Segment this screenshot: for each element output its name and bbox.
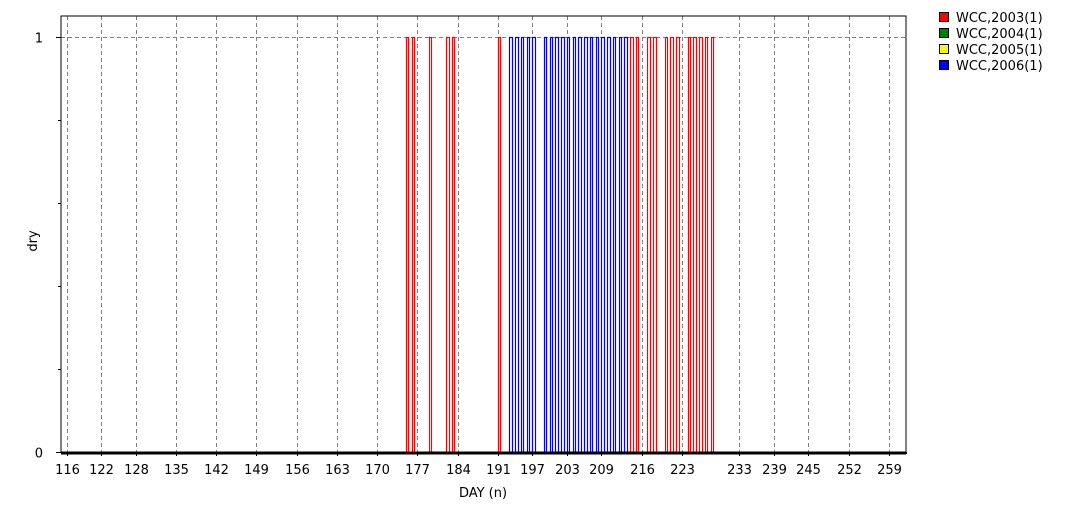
x-tick-label: 163: [325, 463, 350, 478]
legend-label: WCC,2005(1): [956, 43, 1043, 58]
plot-area: [61, 16, 906, 452]
series-layer: [61, 36, 906, 455]
x-tick-label: 177: [405, 463, 430, 478]
series-3-dry-pulse: [549, 36, 554, 453]
x-tick-label: 245: [796, 463, 821, 478]
x-tick-label: 184: [446, 463, 471, 478]
x-tick-label: 128: [124, 463, 149, 478]
x-tick-label: 149: [244, 463, 269, 478]
series-0-dry-pulse: [692, 36, 698, 453]
grid-lines: [61, 16, 906, 452]
x-tick-label: 122: [89, 463, 114, 478]
series-3-dry-pulse: [543, 36, 548, 453]
series-0-dry-pulse: [445, 36, 451, 453]
legend-label: WCC,2004(1): [956, 27, 1043, 42]
x-tick-label: 259: [877, 463, 902, 478]
series-3-dry-pulse: [595, 36, 600, 453]
legend-swatch: [939, 28, 949, 38]
series-0-dry-pulse: [646, 36, 652, 453]
series-3-dry-pulse: [554, 36, 560, 453]
x-tick-label: 135: [164, 463, 189, 478]
series-3-dry-pulse: [600, 36, 606, 453]
x-tick-label: 203: [555, 463, 580, 478]
x-tick-label: 252: [837, 463, 862, 478]
x-tick-label: 197: [520, 463, 545, 478]
series-0-dry-pulse: [687, 36, 692, 453]
series-3-dry-pulse: [566, 36, 571, 453]
x-tick-label: 216: [630, 463, 655, 478]
legend-label: WCC,2006(1): [956, 59, 1043, 74]
series-0-dry-pulse: [428, 36, 433, 453]
y-axis-title: dry: [26, 230, 41, 252]
x-tick-label: 142: [204, 463, 229, 478]
legend-swatch: [939, 44, 949, 54]
y-tick-label: 1: [35, 32, 43, 47]
y-axis-ticks: 01: [35, 32, 61, 462]
series-0-dry-pulse: [704, 36, 709, 453]
series-3-dry-pulse: [508, 36, 514, 453]
series-0-dry-pulse: [497, 36, 502, 453]
series-0-dry-pulse: [635, 36, 640, 453]
series-0-dry-pulse: [669, 36, 675, 453]
series-3-dry-pulse: [583, 36, 589, 453]
series-0-dry-pulse: [405, 36, 410, 453]
series-0-dry-pulse: [629, 36, 635, 453]
legend-label: WCC,2003(1): [956, 11, 1043, 26]
x-tick-label: 156: [285, 463, 310, 478]
x-tick-label: 223: [670, 463, 695, 478]
series-3-dry-pulse: [572, 36, 577, 453]
x-tick-label: 233: [727, 463, 752, 478]
x-tick-label: 209: [589, 463, 614, 478]
x-tick-label: 170: [365, 463, 390, 478]
series-0-dry-pulse: [451, 36, 456, 453]
y-tick-label: 0: [35, 447, 43, 462]
series-3-dry-pulse: [531, 36, 537, 453]
series-3-dry-pulse: [612, 36, 617, 453]
series-0-dry-pulse: [652, 36, 658, 453]
series-3-dry-pulse: [560, 36, 566, 453]
x-axis-title: DAY (n): [459, 486, 507, 501]
series-0-dry-pulse: [411, 36, 416, 453]
series-3-dry-pulse: [618, 36, 623, 453]
series-3-dry-pulse: [623, 36, 629, 453]
x-axis-ticks: 116 122 128 135 142 149 156 163 170 177 184 191 197 2…: [55, 452, 907, 478]
x-tick-label: 116: [55, 463, 80, 478]
series-0-dry-pulse: [664, 36, 669, 453]
series-0-dry-pulse: [710, 36, 715, 453]
series-3-dry-pulse: [520, 36, 525, 453]
legend: WCC,2003(1)WCC,2004(1)WCC,2005(1)WCC,200…: [939, 11, 1043, 74]
series-3-dry-pulse: [606, 36, 612, 453]
x-tick-label: 239: [762, 463, 787, 478]
series-3-dry-pulse: [514, 36, 520, 453]
plot-border: [60, 15, 907, 453]
series-3-dry-pulse: [526, 36, 531, 453]
legend-swatch: [939, 12, 949, 22]
series-3-dry-pulse: [577, 36, 583, 453]
series-0-dry-pulse: [698, 36, 704, 453]
series-0-dry-pulse: [675, 36, 681, 453]
x-tick-label: 191: [486, 463, 511, 478]
series-3-dry-pulse: [589, 36, 594, 453]
legend-swatch: [939, 60, 949, 70]
